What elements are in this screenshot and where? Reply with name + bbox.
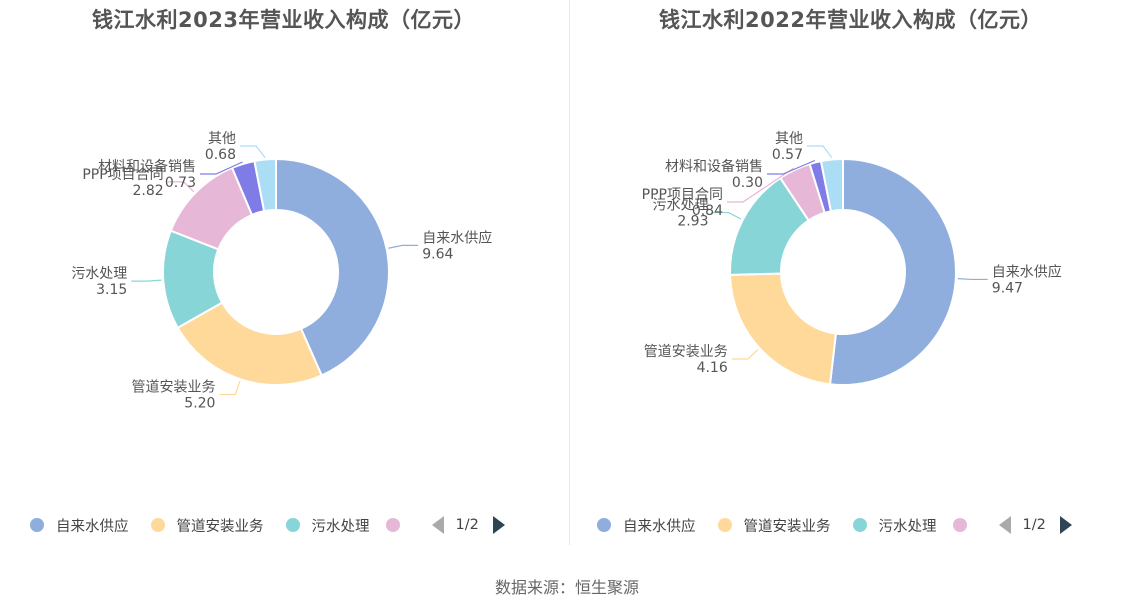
slice-name-label: 其他 [208, 131, 236, 147]
legend-dot [30, 518, 44, 532]
slice-value-label: 0.73 [165, 175, 196, 191]
slice-name-label: 污水处理 [653, 198, 709, 214]
legend-dot [285, 518, 300, 532]
slice-value-label: 9.47 [992, 280, 1023, 296]
next-page-icon[interactable] [492, 516, 505, 534]
legend-label: 管道安装业务 [176, 518, 264, 535]
slice-name-label: 材料和设备销售 [98, 158, 196, 175]
slice-name-label: PPP项目合同 [82, 167, 163, 183]
legend-page-indicator: 1/2 [455, 517, 479, 533]
label-leader-line [727, 167, 794, 203]
legend-dot [150, 518, 165, 532]
legend-pager: 1/2 [431, 516, 505, 534]
legend: 自来水供应 管道安装业务 污水处理 1/2 [597, 512, 1072, 538]
legend-item[interactable]: 管道安装业务 [717, 515, 831, 536]
label-leader-line [767, 159, 816, 175]
pie-slice[interactable] [828, 157, 957, 386]
slice-name-label: 管道安装业务 [131, 379, 215, 395]
slice-value-label: 2.82 [133, 183, 164, 199]
label-leader-line [200, 161, 243, 175]
prev-page-icon[interactable] [998, 516, 1011, 534]
slice-value-label: 3.15 [96, 282, 127, 298]
slice-name-label: 污水处理 [71, 266, 127, 282]
legend: 自来水供应 管道安装业务 污水处理 1/2 [30, 512, 505, 538]
slice-value-label: 0.57 [772, 147, 803, 163]
label-leader-line [731, 349, 759, 360]
slice-value-label: 0.30 [732, 175, 763, 191]
slice-value-label: 4.16 [697, 360, 728, 376]
legend-label: 污水处理 [878, 518, 937, 535]
panel-divider [569, 0, 570, 545]
legend-dot [852, 518, 867, 532]
legend-dot [952, 518, 967, 532]
label-leader-line [388, 244, 419, 249]
slice-name-label: 材料和设备销售 [665, 158, 763, 175]
legend-dot [597, 518, 611, 532]
label-leader-line [957, 278, 988, 281]
pie-slice[interactable] [253, 157, 277, 213]
slice-name-label: 自来水供应 [422, 229, 492, 246]
data-source: 数据来源：恒生聚源 [494, 578, 639, 597]
slice-name-label: 自来水供应 [992, 263, 1062, 280]
pie-slice[interactable] [729, 272, 837, 386]
chart-title: 钱江水利2022年营业收入构成（亿元） [659, 8, 1042, 32]
legend-item[interactable]: 自来水供应 [597, 515, 696, 536]
legend-dot [717, 518, 732, 532]
chart-title: 钱江水利2023年营业收入构成（亿元） [92, 8, 475, 32]
legend-page-indicator: 1/2 [1022, 517, 1046, 533]
label-leader-line [240, 145, 266, 158]
slice-name-label: 管道安装业务 [644, 344, 728, 360]
chart-panel-2023: 钱江水利2023年营业收入构成（亿元） 自来水供应 9.64 管道安装业务 5.20 污… [0, 0, 567, 545]
label-leader-line [131, 279, 162, 282]
label-leader-line [712, 211, 742, 220]
slice-value-label: 0.84 [692, 203, 723, 219]
legend-item-partial[interactable] [385, 518, 400, 532]
legend-item[interactable]: 自来水供应 [30, 515, 129, 536]
slice-value-label: 9.64 [422, 246, 453, 262]
legend-label: 污水处理 [311, 518, 370, 535]
pie-slice[interactable] [275, 157, 390, 377]
legend-label: 自来水供应 [623, 518, 696, 535]
slice-name-label: PPP项目合同 [642, 187, 723, 203]
label-leader-line [167, 181, 195, 193]
legend-dot [385, 518, 400, 532]
legend-label: 自来水供应 [56, 518, 129, 535]
legend-item[interactable]: 污水处理 [852, 515, 937, 536]
legend-item[interactable]: 管道安装业务 [150, 515, 264, 536]
legend-item-partial[interactable] [952, 518, 967, 532]
legend-label: 管道安装业务 [743, 518, 831, 535]
label-leader-line [807, 145, 833, 158]
legend-item[interactable]: 污水处理 [285, 515, 370, 536]
slice-value-label: 0.68 [205, 147, 236, 163]
legend-pager: 1/2 [998, 516, 1072, 534]
next-page-icon[interactable] [1059, 516, 1072, 534]
slice-value-label: 5.20 [184, 395, 215, 411]
slice-name-label: 其他 [775, 131, 803, 147]
label-leader-line [219, 380, 241, 396]
chart-panel-2022: 钱江水利2022年营业收入构成（亿元） 自来水供应 9.47 管道安装业务 4.16 污… [567, 0, 1134, 545]
slice-value-label: 2.93 [677, 214, 708, 230]
prev-page-icon[interactable] [431, 516, 444, 534]
pie-slice[interactable] [819, 157, 844, 213]
pie-slice[interactable] [176, 301, 323, 386]
